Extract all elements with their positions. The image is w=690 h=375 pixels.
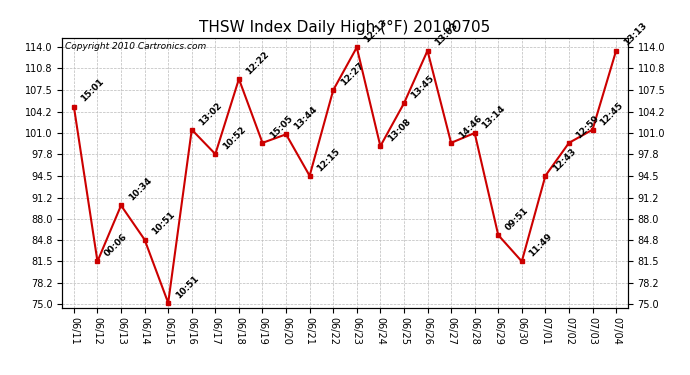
Text: 15:01: 15:01 bbox=[79, 77, 106, 104]
Text: 13:45: 13:45 bbox=[409, 74, 436, 100]
Text: 09:51: 09:51 bbox=[504, 206, 531, 232]
Title: THSW Index Daily High (°F) 20100705: THSW Index Daily High (°F) 20100705 bbox=[199, 20, 491, 35]
Text: 12:59: 12:59 bbox=[575, 113, 601, 140]
Text: 12:45: 12:45 bbox=[598, 100, 624, 127]
Text: 10:52: 10:52 bbox=[221, 125, 248, 151]
Text: 13:08: 13:08 bbox=[386, 117, 413, 143]
Text: 12:22: 12:22 bbox=[244, 50, 271, 76]
Text: 10:34: 10:34 bbox=[126, 176, 153, 203]
Text: 12:27: 12:27 bbox=[339, 61, 366, 87]
Text: Copyright 2010 Cartronics.com: Copyright 2010 Cartronics.com bbox=[65, 42, 206, 51]
Text: 10:51: 10:51 bbox=[174, 274, 200, 300]
Text: 13:13: 13:13 bbox=[622, 21, 649, 48]
Text: 13:03: 13:03 bbox=[433, 21, 460, 48]
Text: 15:05: 15:05 bbox=[268, 114, 295, 140]
Text: 12:43: 12:43 bbox=[551, 146, 578, 173]
Text: 11:49: 11:49 bbox=[527, 232, 554, 259]
Text: 12:13: 12:13 bbox=[362, 18, 389, 45]
Text: 12:15: 12:15 bbox=[315, 146, 342, 173]
Text: 13:02: 13:02 bbox=[197, 100, 224, 127]
Text: 13:44: 13:44 bbox=[292, 105, 318, 132]
Text: 10:51: 10:51 bbox=[150, 210, 177, 237]
Text: 14:46: 14:46 bbox=[457, 113, 484, 140]
Text: 13:14: 13:14 bbox=[480, 104, 507, 130]
Text: 00:06: 00:06 bbox=[103, 232, 129, 259]
